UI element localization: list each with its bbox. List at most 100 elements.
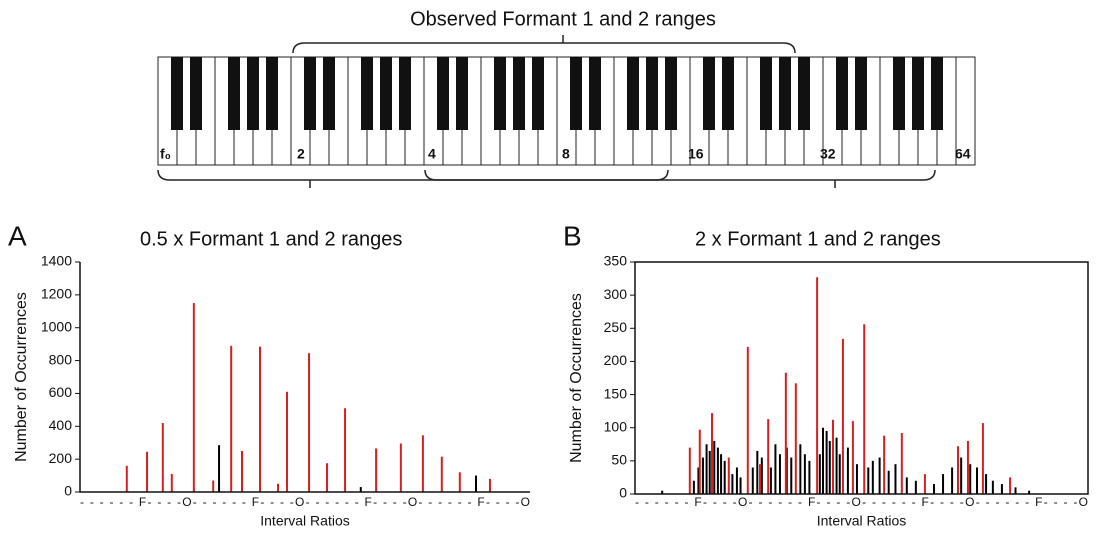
black-key [703,57,715,130]
bar [985,474,988,494]
bar [708,450,711,494]
bar [760,457,763,494]
bar [286,391,288,492]
bar [821,427,824,494]
x-axis-label: Interval Ratios [260,513,349,529]
bar [192,303,195,492]
bar [976,467,979,494]
y-tick-label: 100 [604,418,628,434]
bar [488,478,491,492]
bar [981,423,984,494]
chart-title: 2 x Formant 1 and 2 ranges [695,228,941,250]
bar [863,324,866,494]
black-key [494,57,506,130]
bar [399,443,402,492]
bar [759,464,762,494]
bar [956,446,959,494]
bar [1014,487,1017,494]
y-tick-label: 0 [619,485,627,501]
bar [713,440,716,494]
brace [424,169,936,188]
y-tick-label: 800 [49,351,73,367]
bar [969,464,972,494]
black-key [437,57,449,130]
bar [960,457,963,494]
bar [887,470,890,494]
bar [161,423,164,492]
bar [711,413,714,494]
octave-label: f₀ [160,146,171,162]
octave-label: 16 [688,146,704,162]
y-tick-label: 150 [604,385,628,401]
bar [212,480,215,492]
bar [818,454,821,494]
octave-label: 32 [820,146,836,162]
bar [923,474,926,494]
bar [326,463,329,492]
keyboard-title: Observed Formant 1 and 2 ranges [410,8,716,30]
plot-frame [634,261,1089,495]
black-key [912,57,924,130]
bar [838,454,841,494]
bar [727,457,730,494]
panel-letter: A [8,220,27,251]
bar [803,454,806,494]
y-axis-label: Number of Occurrences [568,293,585,463]
x-axis-label: Interval Ratios [817,513,906,529]
y-tick-label: 1400 [41,253,72,269]
bar [230,345,233,492]
octave-label: 4 [428,146,436,162]
bar [932,484,935,494]
black-key [931,57,943,130]
chart-title: 0.5 x Formant 1 and 2 ranges [140,228,402,250]
y-tick-label: 200 [604,352,628,368]
black-key [570,57,582,130]
octave-label: 2 [297,146,305,162]
keyboard: f₀ 2 4 8 16 32 64 [157,35,976,188]
octave-label: 64 [955,146,971,162]
bar [828,440,831,494]
y-tick-label: 200 [49,450,73,466]
bar [784,372,787,494]
bar [661,490,664,494]
black-key [361,57,373,130]
bar [440,456,443,492]
bar [277,483,279,492]
bar [716,447,719,494]
brace [292,35,796,54]
bar [751,467,754,494]
brace [157,169,669,188]
bar [835,437,838,494]
bar [458,472,461,492]
bar [359,487,362,492]
black-key [627,57,639,130]
black-key [779,57,791,130]
black-key [798,57,810,130]
black-key [665,57,677,130]
bar [825,431,828,494]
bar [831,419,834,494]
y-tick-label: 50 [611,452,627,468]
bar [774,444,777,494]
octave-label: 8 [562,146,570,162]
bar [808,460,811,494]
bar [218,445,221,492]
black-key [380,57,392,130]
bar [705,444,708,494]
bar [951,467,954,494]
y-tick-label: 250 [604,319,628,335]
black-key [456,57,468,130]
y-tick-label: 0 [64,483,72,499]
bar [731,474,734,494]
bar [867,467,870,494]
bar [739,477,742,494]
bar [701,457,704,494]
bar [878,457,881,494]
bar [241,450,243,492]
white-key [955,56,976,166]
y-tick-label: 1200 [41,286,72,302]
bar [344,408,347,492]
black-key [532,57,544,130]
y-tick-label: 300 [604,286,628,302]
